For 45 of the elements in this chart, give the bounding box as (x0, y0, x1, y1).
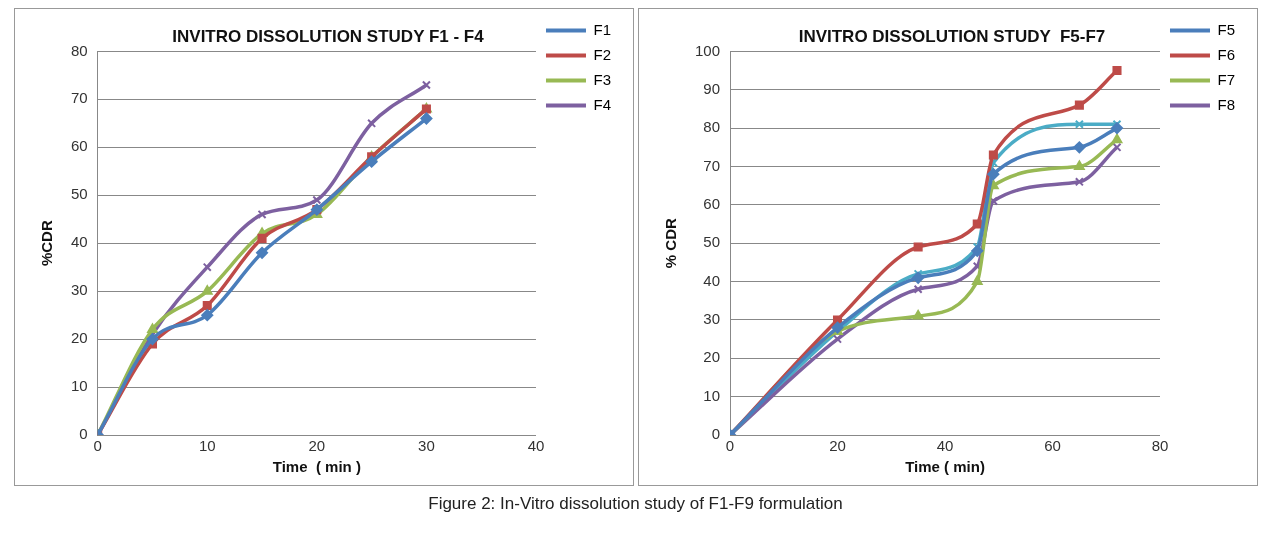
y-tick-label: 0 (79, 425, 88, 443)
y-tick-label: 30 (703, 310, 721, 328)
x-tick-label: 20 (308, 437, 326, 455)
x-tick-label: 0 (93, 437, 102, 455)
y-tick-label: 20 (71, 329, 88, 347)
y-tick-label: 60 (703, 194, 721, 212)
y-tick-label: 10 (703, 386, 721, 404)
y-tick-label: 10 (71, 377, 88, 395)
y-tick-label: 20 (703, 348, 721, 366)
x-tick-label: 20 (829, 437, 846, 455)
x-tick-label: 80 (1151, 437, 1169, 455)
y-tick-label: 40 (71, 233, 88, 251)
legend-label: F6 (1217, 45, 1236, 63)
y-tick-label: 50 (703, 233, 721, 251)
x-axis-title: Time ( min) (905, 458, 985, 476)
x-tick-label: 0 (725, 437, 735, 455)
x-tick-label: 10 (198, 437, 216, 455)
y-tick-label: 90 (703, 79, 721, 97)
y-tick-label: 80 (703, 118, 721, 136)
y-tick-label: 30 (71, 281, 88, 299)
y-axis-title: % CDR (662, 218, 680, 269)
legend-label: F8 (1217, 95, 1236, 113)
legend-label: F2 (593, 45, 612, 63)
y-tick-label: 100 (695, 41, 721, 59)
y-axis-title: %CDR (38, 220, 56, 267)
chart-title: INVITRO DISSOLUTION STUDY F1 - F4 (172, 26, 485, 46)
legend-label: F5 (1217, 20, 1236, 38)
caption: Figure 2: In-Vitro dissolution study of F1-F9 formulation (427, 494, 844, 514)
legend-label: F3 (593, 70, 612, 88)
y-tick-label: 70 (71, 89, 88, 107)
x-axis-title: Time ( min ) (272, 458, 361, 476)
y-tick-label: 0 (711, 425, 721, 443)
y-tick-label: 50 (71, 185, 88, 203)
x-tick-label: 40 (936, 437, 954, 455)
y-tick-label: 40 (703, 271, 721, 289)
chart-title: INVITRO DISSOLUTION STUDY F5-F7 (798, 26, 1106, 46)
x-tick-label: 60 (1044, 437, 1061, 455)
legend-label: F1 (593, 20, 612, 38)
x-tick-label: 40 (527, 437, 545, 455)
legend-label: F4 (593, 95, 612, 113)
y-tick-label: 80 (71, 41, 88, 59)
y-tick-label: 70 (703, 156, 721, 174)
x-tick-label: 30 (418, 437, 435, 455)
y-tick-label: 60 (71, 137, 88, 155)
legend-label: F7 (1217, 70, 1236, 88)
